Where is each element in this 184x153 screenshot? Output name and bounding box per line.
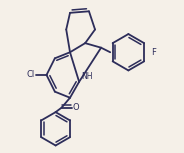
Text: NH: NH — [82, 72, 93, 81]
Text: F: F — [151, 48, 156, 57]
Text: O: O — [73, 103, 79, 112]
Text: Cl: Cl — [26, 71, 35, 80]
